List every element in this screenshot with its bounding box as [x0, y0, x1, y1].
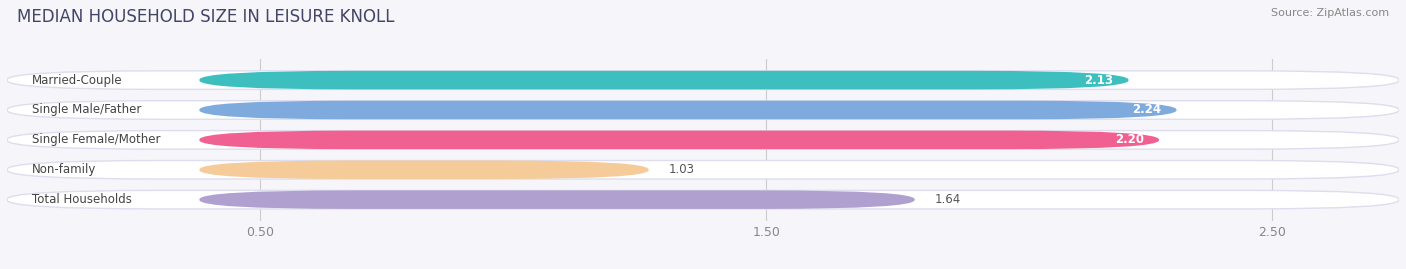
Text: 2.20: 2.20 [1115, 133, 1144, 146]
FancyBboxPatch shape [200, 71, 1129, 89]
FancyBboxPatch shape [7, 101, 1399, 119]
FancyBboxPatch shape [7, 190, 1399, 209]
Text: Married-Couple: Married-Couple [32, 74, 122, 87]
Text: 1.64: 1.64 [935, 193, 962, 206]
FancyBboxPatch shape [7, 71, 1399, 89]
Text: 1.03: 1.03 [669, 163, 695, 176]
FancyBboxPatch shape [200, 161, 648, 179]
FancyBboxPatch shape [200, 101, 1177, 119]
Text: 2.13: 2.13 [1084, 74, 1114, 87]
FancyBboxPatch shape [200, 190, 915, 209]
Text: Source: ZipAtlas.com: Source: ZipAtlas.com [1271, 8, 1389, 18]
FancyBboxPatch shape [200, 131, 1159, 149]
Text: Single Female/Mother: Single Female/Mother [32, 133, 160, 146]
Text: 2.24: 2.24 [1132, 104, 1161, 116]
Text: MEDIAN HOUSEHOLD SIZE IN LEISURE KNOLL: MEDIAN HOUSEHOLD SIZE IN LEISURE KNOLL [17, 8, 394, 26]
FancyBboxPatch shape [7, 131, 1399, 149]
Text: Non-family: Non-family [32, 163, 97, 176]
Text: Total Households: Total Households [32, 193, 132, 206]
Text: Single Male/Father: Single Male/Father [32, 104, 142, 116]
FancyBboxPatch shape [7, 161, 1399, 179]
